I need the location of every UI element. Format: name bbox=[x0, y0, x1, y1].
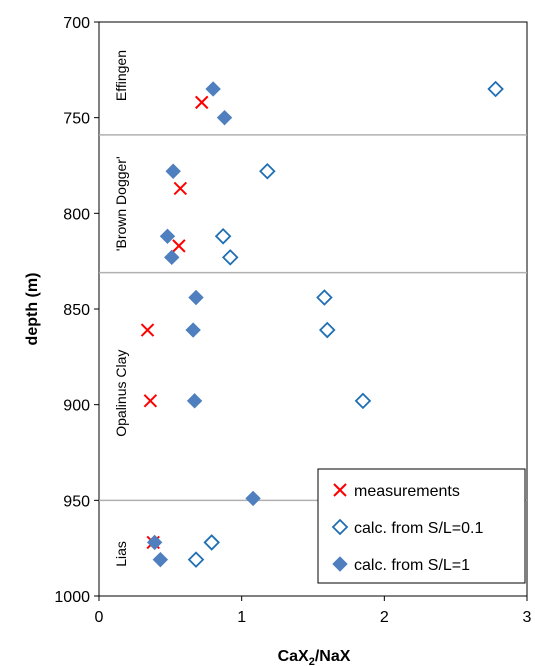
calc-1-point-9 bbox=[146, 534, 163, 551]
calc-01-point-0 bbox=[487, 80, 504, 98]
calc-01-point-1 bbox=[259, 162, 276, 180]
unit-label-3: Lias bbox=[113, 541, 129, 567]
unit-label-0: Effingen bbox=[113, 50, 129, 101]
y-tick-label-3: 850 bbox=[63, 302, 90, 319]
measurement-point-0 bbox=[195, 95, 209, 110]
y-tick-label-2: 800 bbox=[63, 206, 90, 223]
calc-01-point-3 bbox=[221, 249, 239, 266]
legend-marker-measurements bbox=[333, 483, 347, 497]
legend-item-calc-1: calc. from S/L=1 bbox=[332, 556, 470, 574]
calc-1-point-4 bbox=[164, 249, 180, 266]
unit-label-2: Opalinus Clay bbox=[113, 350, 129, 437]
x-axis-title: CaX2/NaX bbox=[278, 648, 351, 666]
x-axis-title-rest: /NaX bbox=[315, 648, 351, 665]
calc-1-point-10 bbox=[152, 551, 169, 568]
calc-01-point-4 bbox=[316, 289, 333, 306]
calc-01-point-6 bbox=[354, 392, 372, 410]
unit-label-1: 'Brown Dogger' bbox=[113, 156, 129, 251]
x-tick-label-1: 1 bbox=[237, 609, 246, 626]
legend-label-measurements: measurements bbox=[354, 483, 460, 500]
y-axis: 700 750 800 850 900 950 1000 bbox=[54, 15, 99, 606]
measurement-point-1 bbox=[173, 181, 188, 196]
measurement-point-4 bbox=[143, 394, 158, 408]
x-tick-label-0: 0 bbox=[95, 609, 104, 626]
calc-1-point-5 bbox=[188, 289, 204, 306]
calc-1-point-0 bbox=[205, 81, 221, 97]
unit-labels: Effingen 'Brown Dogger' Opalinus Clay Lias bbox=[113, 50, 129, 567]
x-axis-title-main: CaX bbox=[278, 648, 309, 665]
y-tick-label-1: 750 bbox=[63, 111, 90, 128]
calc-1-point-2 bbox=[165, 163, 181, 179]
y-tick-label-6: 1000 bbox=[54, 589, 90, 606]
legend-label-calc-01: calc. from S/L=0.1 bbox=[354, 520, 483, 537]
legend-label-calc-1: calc. from S/L=1 bbox=[354, 557, 470, 574]
legend-box bbox=[317, 468, 526, 584]
calc-01-point-7 bbox=[203, 534, 220, 551]
calc-1-point-8 bbox=[245, 490, 261, 507]
calc-01-point-5 bbox=[318, 321, 336, 339]
measurement-point-2 bbox=[172, 239, 186, 253]
calc-1-point-1 bbox=[216, 109, 233, 126]
legend: measurements calc. from S/L=0.1 calc. fr… bbox=[317, 468, 526, 584]
legend-symbol-2 bbox=[332, 556, 348, 572]
x-axis-title-subscript: 2 bbox=[309, 656, 315, 666]
y-axis-title: depth (m) bbox=[24, 273, 41, 346]
calc-01-point-2 bbox=[214, 228, 232, 245]
x-tick-label-2: 2 bbox=[380, 609, 389, 626]
x-tick-label-3: 3 bbox=[523, 609, 532, 626]
measurement-point-3 bbox=[140, 323, 155, 337]
y-tick-label-4: 900 bbox=[63, 398, 90, 415]
legend-marker-calc-1 bbox=[332, 556, 348, 572]
legend-item-measurements: measurements bbox=[333, 483, 460, 500]
legend-marker-calc-01 bbox=[331, 518, 349, 536]
y-tick-label-0: 700 bbox=[63, 15, 90, 32]
legend-item-calc-01: calc. from S/L=0.1 bbox=[331, 518, 483, 537]
calc-1-point-3 bbox=[159, 228, 176, 245]
calc-1-point-6 bbox=[185, 322, 201, 338]
calc-01-point-8 bbox=[187, 551, 205, 568]
legend-symbol-0 bbox=[333, 483, 347, 497]
calc-1-point-7 bbox=[186, 393, 203, 409]
data-points bbox=[140, 80, 504, 568]
legend-symbol-1 bbox=[331, 518, 349, 536]
y-tick-label-5: 950 bbox=[63, 493, 90, 510]
x-axis: 0 1 2 3 bbox=[95, 596, 532, 626]
